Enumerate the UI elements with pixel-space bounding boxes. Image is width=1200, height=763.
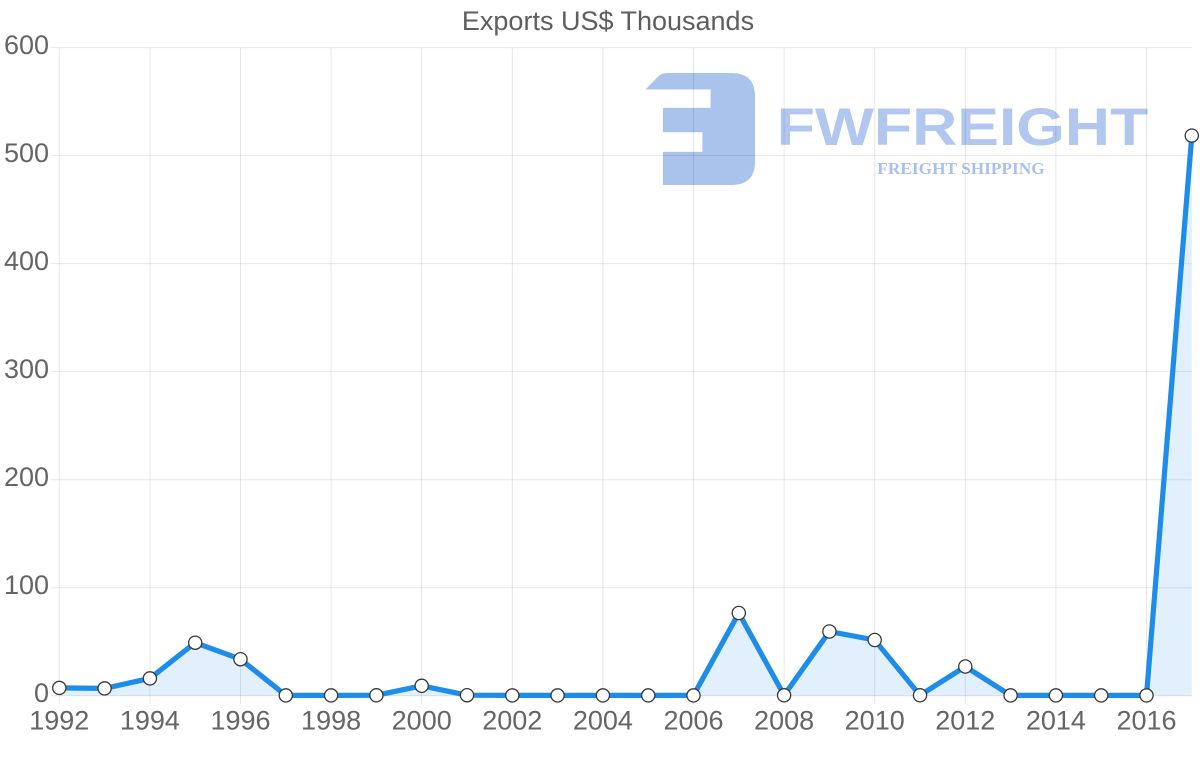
svg-text:2010: 2010 — [845, 706, 905, 736]
svg-text:2002: 2002 — [482, 706, 542, 736]
svg-text:2000: 2000 — [392, 706, 452, 736]
svg-text:1998: 1998 — [301, 706, 361, 736]
svg-text:2006: 2006 — [663, 706, 723, 736]
svg-text:FREIGHT SHIPPING: FREIGHT SHIPPING — [877, 159, 1044, 178]
svg-text:400: 400 — [4, 246, 49, 276]
svg-text:2014: 2014 — [1026, 706, 1086, 736]
svg-text:Exports US$ Thousands: Exports US$ Thousands — [462, 6, 754, 36]
svg-text:300: 300 — [4, 354, 49, 384]
svg-text:2016: 2016 — [1116, 706, 1176, 736]
svg-text:100: 100 — [4, 570, 49, 600]
svg-text:600: 600 — [4, 30, 49, 60]
svg-text:500: 500 — [4, 138, 49, 168]
svg-text:200: 200 — [4, 462, 49, 492]
svg-text:2004: 2004 — [573, 706, 633, 736]
svg-text:2012: 2012 — [935, 706, 995, 736]
svg-text:1992: 1992 — [29, 706, 89, 736]
svg-text:1996: 1996 — [210, 706, 270, 736]
svg-text:0: 0 — [34, 678, 49, 708]
svg-text:FWFREIGHT: FWFREIGHT — [777, 98, 1149, 157]
svg-text:1994: 1994 — [120, 706, 180, 736]
svg-text:2008: 2008 — [754, 706, 814, 736]
